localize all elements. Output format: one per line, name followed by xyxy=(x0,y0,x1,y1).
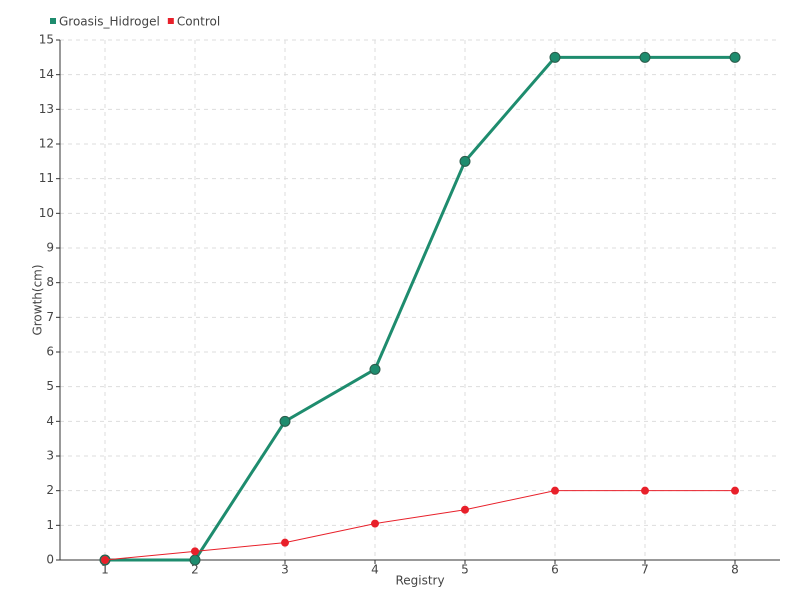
y-tick-label: 9 xyxy=(46,241,54,255)
y-tick-label: 12 xyxy=(39,137,54,151)
data-point xyxy=(101,556,109,564)
data-point xyxy=(279,415,291,427)
x-tick-label: 7 xyxy=(641,563,649,577)
series-line xyxy=(104,490,735,561)
y-tick-label: 8 xyxy=(46,275,54,289)
data-point xyxy=(189,554,201,566)
data-point xyxy=(191,547,199,556)
legend-label: Groasis_Hidrogel xyxy=(59,15,160,29)
y-tick-label: 15 xyxy=(39,33,54,47)
y-tick-label: 3 xyxy=(46,449,54,463)
y-tick-label: 7 xyxy=(46,310,54,324)
y-tick-label: 11 xyxy=(39,171,54,185)
y-tick-label: 5 xyxy=(46,379,54,393)
data-point xyxy=(369,363,381,375)
x-tick-label: 1 xyxy=(101,563,109,577)
y-tick-label: 1 xyxy=(46,518,54,532)
x-tick-label: 8 xyxy=(731,563,739,577)
data-point xyxy=(281,538,289,547)
data-point xyxy=(461,505,469,514)
y-tick-label: 6 xyxy=(46,345,54,359)
x-tick-label: 2 xyxy=(191,563,199,577)
data-point xyxy=(641,486,649,495)
series-line xyxy=(105,55,735,562)
legend-label: Control xyxy=(177,15,220,29)
data-point xyxy=(551,486,559,495)
legend-swatch xyxy=(167,18,174,24)
x-tick-label: 6 xyxy=(551,563,559,577)
y-tick-label: 13 xyxy=(39,102,54,116)
data-point xyxy=(639,51,651,63)
data-point xyxy=(729,51,741,63)
y-tick-label: 2 xyxy=(46,483,54,497)
y-tick-label: 14 xyxy=(39,67,54,81)
x-tick-label: 5 xyxy=(461,563,469,577)
data-point xyxy=(549,51,561,63)
x-tick-label: 3 xyxy=(281,563,289,577)
data-point xyxy=(459,155,471,167)
data-point xyxy=(731,486,739,495)
y-tick-label: 4 xyxy=(46,414,54,428)
x-tick-label: 4 xyxy=(371,563,379,577)
y-tick-label: 0 xyxy=(46,553,54,567)
y-axis-label: Growth(cm) xyxy=(31,264,45,335)
data-point xyxy=(371,519,379,528)
x-axis-label: Registry xyxy=(395,574,444,588)
legend-swatch xyxy=(50,18,56,24)
y-tick-label: 10 xyxy=(39,206,54,220)
